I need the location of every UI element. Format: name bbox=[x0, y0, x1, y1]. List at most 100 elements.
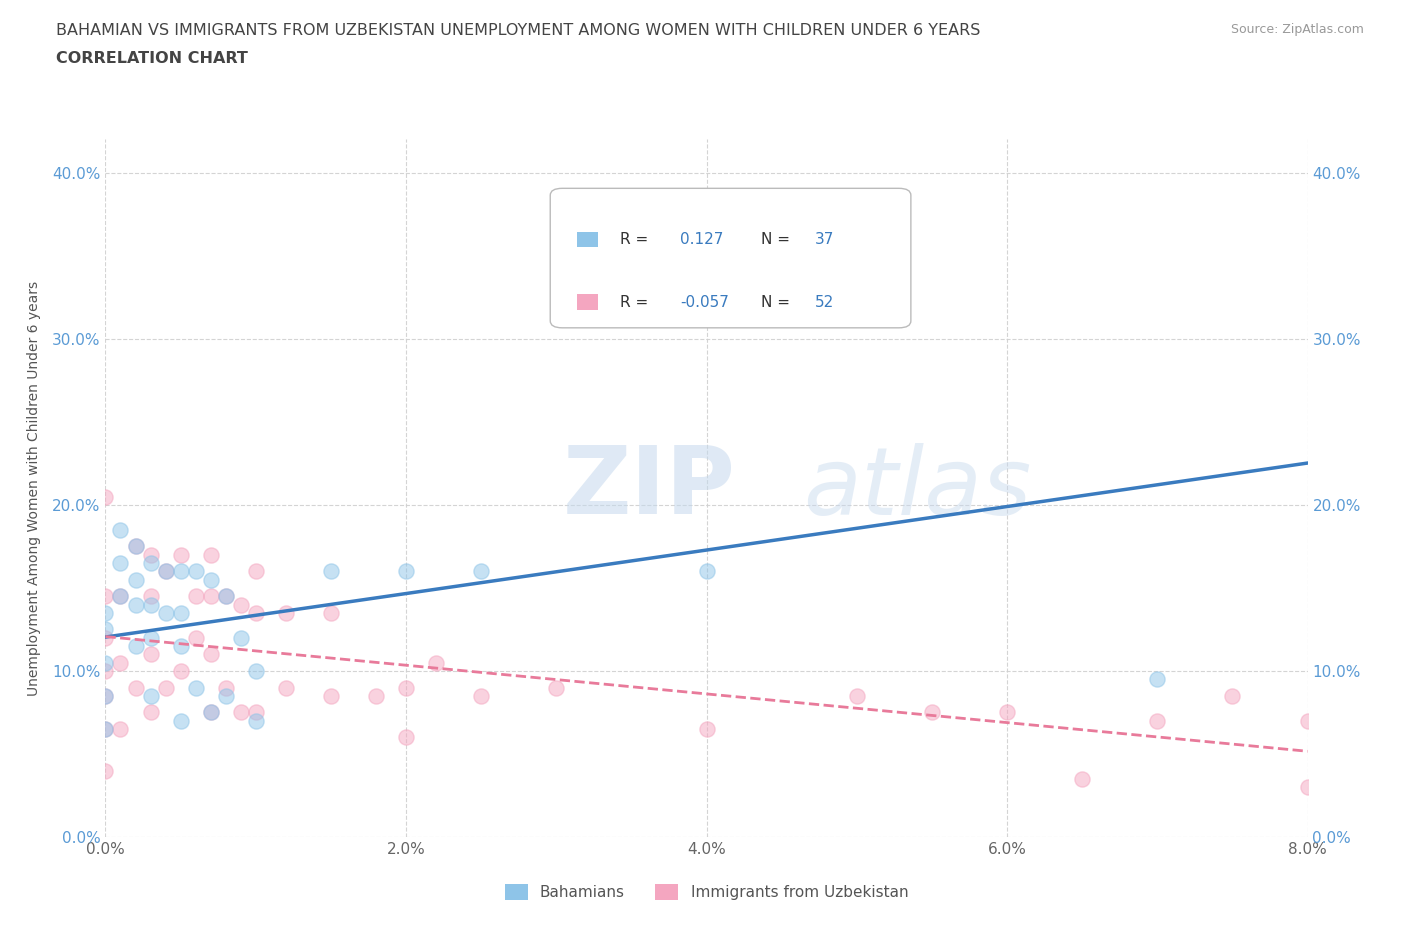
Point bbox=[1146, 671, 1168, 686]
Point bbox=[184, 589, 207, 604]
Point bbox=[94, 764, 117, 778]
Text: ZIP: ZIP bbox=[562, 443, 735, 534]
Point bbox=[395, 730, 418, 745]
Point bbox=[139, 631, 162, 645]
Point bbox=[1222, 688, 1244, 703]
Point bbox=[110, 555, 132, 570]
Point bbox=[425, 656, 447, 671]
Point bbox=[139, 688, 162, 703]
Point bbox=[94, 605, 117, 620]
Point bbox=[319, 605, 342, 620]
Point bbox=[110, 722, 132, 737]
Point bbox=[139, 589, 162, 604]
Point bbox=[245, 605, 267, 620]
Point bbox=[364, 688, 387, 703]
Point bbox=[169, 564, 191, 578]
Text: -0.057: -0.057 bbox=[681, 295, 728, 310]
Point bbox=[139, 597, 162, 612]
Point bbox=[200, 589, 222, 604]
Point bbox=[1146, 713, 1168, 728]
Text: 0.127: 0.127 bbox=[681, 232, 724, 246]
Text: N =: N = bbox=[761, 295, 790, 310]
Y-axis label: Unemployment Among Women with Children Under 6 years: Unemployment Among Women with Children U… bbox=[27, 281, 41, 696]
Point bbox=[169, 663, 191, 678]
Point bbox=[155, 605, 177, 620]
Point bbox=[94, 622, 117, 637]
FancyBboxPatch shape bbox=[576, 232, 598, 247]
Point bbox=[124, 597, 146, 612]
Point bbox=[921, 705, 943, 720]
Point bbox=[110, 523, 132, 538]
Point bbox=[274, 680, 297, 695]
Point bbox=[395, 680, 418, 695]
Point bbox=[245, 564, 267, 578]
Point bbox=[184, 564, 207, 578]
Point bbox=[200, 647, 222, 662]
Point bbox=[214, 589, 236, 604]
Point bbox=[94, 688, 117, 703]
Point bbox=[184, 631, 207, 645]
Point bbox=[995, 705, 1018, 720]
Point bbox=[155, 564, 177, 578]
Point bbox=[139, 647, 162, 662]
Point bbox=[110, 589, 132, 604]
Point bbox=[200, 705, 222, 720]
Point bbox=[200, 572, 222, 587]
Point bbox=[200, 705, 222, 720]
Point bbox=[470, 564, 492, 578]
Point bbox=[94, 631, 117, 645]
Point bbox=[139, 555, 162, 570]
Point bbox=[124, 572, 146, 587]
Point bbox=[169, 639, 191, 654]
Text: 52: 52 bbox=[814, 295, 834, 310]
Legend: Bahamians, Immigrants from Uzbekistan: Bahamians, Immigrants from Uzbekistan bbox=[499, 878, 914, 906]
FancyBboxPatch shape bbox=[550, 189, 911, 328]
Point bbox=[94, 722, 117, 737]
Point bbox=[139, 705, 162, 720]
Point bbox=[124, 539, 146, 554]
Point bbox=[229, 631, 252, 645]
Point bbox=[155, 680, 177, 695]
Point bbox=[94, 722, 117, 737]
Text: CORRELATION CHART: CORRELATION CHART bbox=[56, 51, 247, 66]
Point bbox=[845, 688, 868, 703]
Text: N =: N = bbox=[761, 232, 790, 246]
Point bbox=[395, 564, 418, 578]
Point bbox=[1071, 772, 1094, 787]
Point bbox=[245, 663, 267, 678]
Point bbox=[94, 656, 117, 671]
Point bbox=[696, 722, 718, 737]
Point bbox=[229, 705, 252, 720]
Point bbox=[169, 605, 191, 620]
Point bbox=[319, 564, 342, 578]
Point bbox=[470, 688, 492, 703]
Point bbox=[110, 656, 132, 671]
Point bbox=[245, 713, 267, 728]
Point bbox=[200, 547, 222, 562]
FancyBboxPatch shape bbox=[576, 294, 598, 310]
Point bbox=[169, 713, 191, 728]
Text: atlas: atlas bbox=[803, 443, 1031, 534]
Point bbox=[124, 539, 146, 554]
Point bbox=[169, 547, 191, 562]
Point bbox=[245, 705, 267, 720]
Point bbox=[546, 680, 568, 695]
Point bbox=[124, 639, 146, 654]
Point bbox=[229, 597, 252, 612]
Point bbox=[94, 589, 117, 604]
Text: 37: 37 bbox=[814, 232, 834, 246]
Point bbox=[184, 680, 207, 695]
Point bbox=[274, 605, 297, 620]
Point bbox=[110, 589, 132, 604]
Point bbox=[155, 564, 177, 578]
Point bbox=[94, 489, 117, 504]
Point bbox=[139, 547, 162, 562]
Text: R =: R = bbox=[620, 232, 648, 246]
Point bbox=[214, 688, 236, 703]
Text: R =: R = bbox=[620, 295, 648, 310]
Point bbox=[214, 589, 236, 604]
Point bbox=[94, 663, 117, 678]
Point bbox=[214, 680, 236, 695]
Point bbox=[1296, 779, 1319, 794]
Text: Source: ZipAtlas.com: Source: ZipAtlas.com bbox=[1230, 23, 1364, 36]
